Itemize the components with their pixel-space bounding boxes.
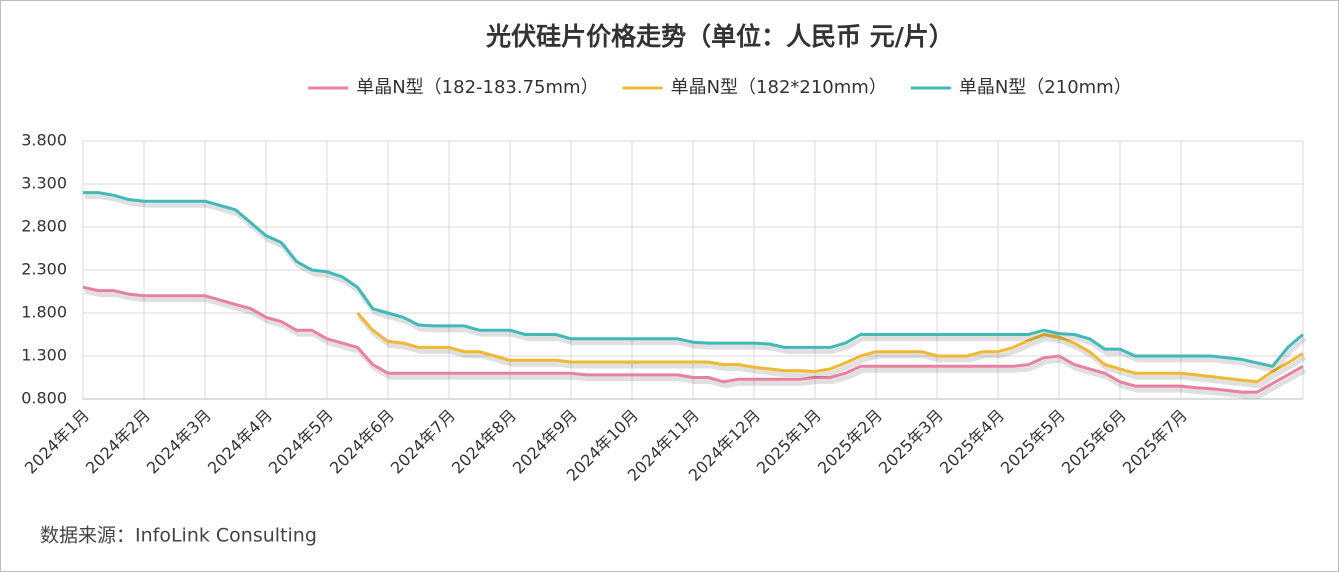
series-line: [83, 191, 1304, 368]
line-shadow: [84, 288, 1307, 399]
legend-label: 单晶N型（210mm）: [959, 77, 1132, 98]
series-line: [82, 285, 1304, 394]
source-note: 数据来源：InfoLink Consulting: [40, 525, 317, 547]
legend-label: 单晶N型（182-183.75mm）: [356, 77, 598, 98]
chart-title: 光伏硅片价格走势（单位：人民币 元/片）: [485, 22, 954, 51]
legend-label: 单晶N型（182*210mm）: [671, 77, 887, 98]
y-tick-label: 2.800: [21, 217, 67, 236]
y-tick-label: 3.300: [21, 174, 67, 193]
y-tick-label: 2.300: [21, 260, 67, 279]
y-tick-label: 1.800: [21, 303, 67, 322]
y-tick-label: 3.800: [21, 131, 67, 150]
series-line: [356, 312, 1304, 384]
y-tick-label: 0.800: [21, 389, 67, 408]
legend: 单晶N型（182-183.75mm） 单晶N型（182*210mm） 单晶N型（21…: [308, 77, 1132, 98]
line-shadow: [357, 315, 1307, 389]
y-tick-label: 1.300: [21, 346, 67, 365]
